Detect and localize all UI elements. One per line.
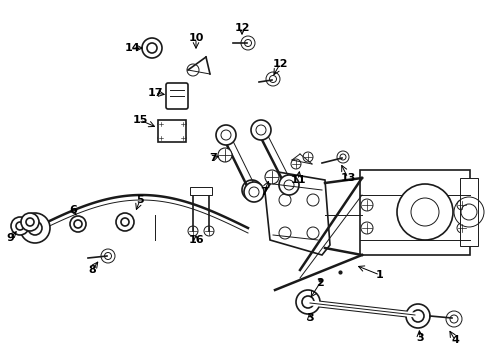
Circle shape	[216, 125, 236, 145]
Circle shape	[242, 180, 262, 200]
Circle shape	[265, 72, 280, 86]
FancyBboxPatch shape	[158, 120, 185, 142]
Text: 4: 4	[450, 335, 458, 345]
Circle shape	[158, 135, 163, 141]
Circle shape	[279, 175, 298, 195]
Circle shape	[20, 213, 50, 243]
FancyBboxPatch shape	[359, 170, 469, 255]
Text: 9: 9	[6, 233, 14, 243]
Circle shape	[360, 199, 372, 211]
Circle shape	[180, 135, 185, 141]
Circle shape	[244, 182, 264, 202]
FancyBboxPatch shape	[165, 83, 187, 109]
Circle shape	[203, 226, 214, 236]
Circle shape	[264, 170, 279, 184]
Text: 12: 12	[272, 59, 287, 69]
Circle shape	[11, 217, 29, 235]
Circle shape	[336, 151, 348, 163]
Circle shape	[360, 222, 372, 234]
FancyBboxPatch shape	[459, 178, 477, 246]
Circle shape	[187, 226, 198, 236]
Circle shape	[21, 213, 39, 231]
Circle shape	[290, 159, 301, 169]
Circle shape	[158, 121, 163, 127]
Text: 13: 13	[340, 173, 355, 183]
Circle shape	[456, 200, 466, 210]
Circle shape	[101, 249, 115, 263]
Circle shape	[295, 290, 319, 314]
Circle shape	[116, 213, 134, 231]
Text: 14: 14	[124, 43, 140, 53]
Text: 3: 3	[305, 313, 313, 323]
Text: 5: 5	[136, 195, 143, 205]
Text: 2: 2	[315, 278, 323, 288]
Text: 11: 11	[290, 175, 305, 185]
Circle shape	[241, 36, 254, 50]
Circle shape	[396, 184, 452, 240]
Circle shape	[174, 84, 180, 90]
Text: 8: 8	[88, 265, 96, 275]
Text: 6: 6	[69, 205, 77, 215]
Circle shape	[250, 120, 270, 140]
Circle shape	[445, 311, 461, 327]
Text: 15: 15	[132, 115, 147, 125]
Circle shape	[186, 64, 199, 76]
Circle shape	[70, 216, 86, 232]
Text: 7: 7	[260, 187, 267, 197]
Text: 3: 3	[415, 333, 423, 343]
Text: 12: 12	[234, 23, 249, 33]
Circle shape	[303, 152, 312, 162]
Text: 10: 10	[188, 33, 203, 43]
Circle shape	[456, 223, 466, 233]
Circle shape	[218, 148, 231, 162]
Text: 7: 7	[209, 153, 217, 163]
Polygon shape	[264, 172, 329, 255]
Text: 17: 17	[147, 88, 163, 98]
FancyBboxPatch shape	[190, 187, 212, 195]
Circle shape	[142, 38, 162, 58]
Text: 1: 1	[375, 270, 383, 280]
Circle shape	[405, 304, 429, 328]
Text: 16: 16	[188, 235, 203, 245]
Circle shape	[180, 121, 185, 127]
